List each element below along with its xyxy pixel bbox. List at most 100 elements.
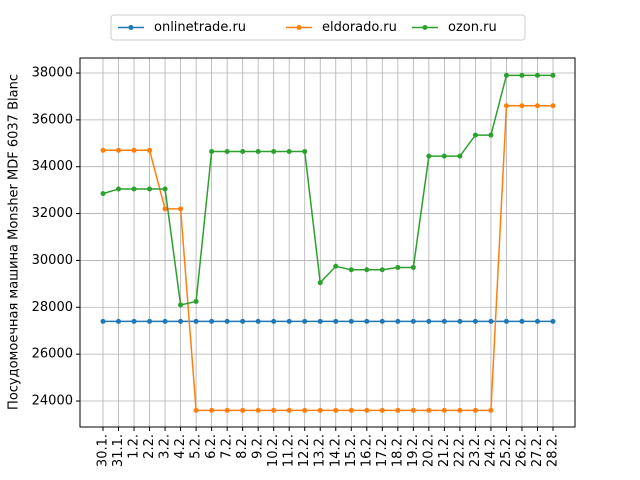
data-point [503,318,509,324]
data-point [333,318,339,324]
data-point [302,148,308,154]
legend-label: ozon.ru [448,20,497,35]
data-point [426,153,432,159]
x-tick-label: 31.1. [111,434,126,467]
data-point [472,132,478,138]
data-point [286,407,292,413]
x-tick-label: 8.2. [235,434,250,459]
legend-box [110,14,526,41]
data-point [348,267,354,273]
data-point [271,407,277,413]
data-point [395,264,401,270]
data-point [441,153,447,159]
data-point [441,407,447,413]
data-point [550,318,556,324]
data-point [364,407,370,413]
data-point [441,318,447,324]
data-point [100,318,106,324]
data-point [178,318,184,324]
data-point [457,407,463,413]
plot-frame [79,57,576,428]
x-tick-label: 30.1. [96,434,111,467]
data-point [255,318,261,324]
data-point [147,318,153,324]
x-tick-label: 28.2. [546,434,561,467]
x-tick-label: 10.2. [266,434,281,467]
data-point [379,318,385,324]
data-point [395,318,401,324]
legend: onlinetrade.ru eldorado.ru ozon.ru [110,14,526,41]
data-point [240,148,246,154]
data-point [271,148,277,154]
data-point [457,153,463,159]
x-tick-label: 3.2. [158,434,173,459]
y-tick-label: 26000 [32,347,73,362]
data-point [317,280,323,286]
data-point [162,206,168,212]
data-point [364,267,370,273]
x-tick-label: 27.2. [530,434,545,467]
data-point [550,72,556,78]
x-tick-label: 14.2. [328,434,343,467]
data-point [224,318,230,324]
data-point [519,318,525,324]
data-point [488,407,494,413]
data-point [503,72,509,78]
data-point [348,407,354,413]
data-point [488,318,494,324]
x-tick-label: 17.2. [375,434,390,467]
x-tick-label: 21.2. [437,434,452,467]
y-tick-label: 24000 [32,393,73,408]
data-point [519,103,525,109]
x-tick-label: 16.2. [359,434,374,467]
data-point [534,318,540,324]
legend-label: onlinetrade.ru [154,20,246,35]
data-point [255,148,261,154]
legend-marker [296,25,302,30]
data-point [178,302,184,308]
data-point [410,318,416,324]
data-point [457,318,463,324]
x-tick-label: 26.2. [514,434,529,467]
x-tick-label: 25.2. [499,434,514,467]
data-point [379,407,385,413]
data-point [209,148,215,154]
x-tick-label: 2.2. [142,434,157,459]
data-point [116,186,122,192]
y-tick-label: 32000 [32,206,73,221]
data-point [410,407,416,413]
data-point [147,186,153,192]
x-tick-label: 9.2. [251,434,266,459]
data-point [131,147,137,153]
data-point [395,407,401,413]
data-point [534,72,540,78]
legend-marker [128,25,134,30]
x-tick-label: 24.2. [483,434,498,467]
data-point [426,318,432,324]
data-point [116,318,122,324]
x-tick-label: 13.2. [313,434,328,467]
y-tick-label: 36000 [32,112,73,127]
y-tick-label: 28000 [32,300,73,315]
data-point [240,318,246,324]
data-point [209,318,215,324]
x-tick-label: 6.2. [204,434,219,459]
data-point [333,263,339,269]
data-point [410,264,416,270]
data-point [100,191,106,197]
x-tick-label: 15.2. [344,434,359,467]
x-tick-label: 19.2. [406,434,421,467]
series-line [102,74,553,306]
data-point [271,318,277,324]
data-point [488,132,494,138]
data-point [503,103,509,109]
data-point [255,407,261,413]
data-point [240,407,246,413]
data-point [426,407,432,413]
x-tick-label: 20.2. [421,434,436,467]
data-point [550,103,556,109]
y-axis-label: Посудомоечная машина Monsher MDF 6037 Bl… [7,74,22,410]
data-point [209,407,215,413]
data-point [100,147,106,153]
